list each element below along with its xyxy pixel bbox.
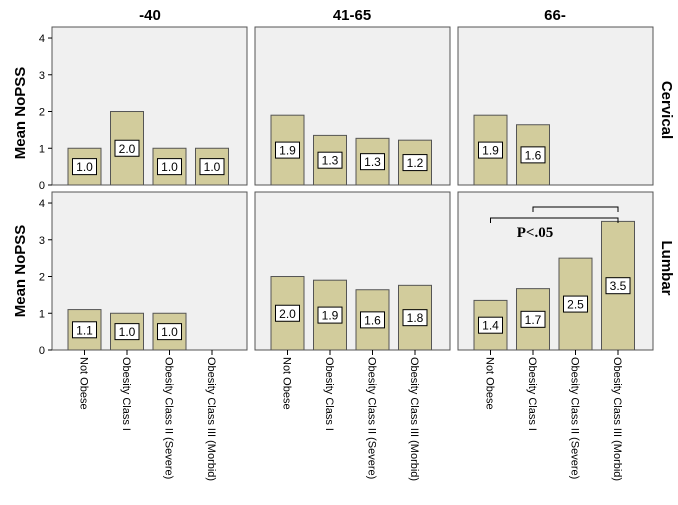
data-label-box (114, 323, 140, 341)
data-label: 1.2 (407, 156, 424, 170)
panel: 1.4 Not Obese 1.7 Obesity Class I 2.5 Obesity… (457, 191, 654, 481)
data-label: 1.4 (482, 319, 499, 333)
significance-bracket (490, 217, 619, 223)
data-label: 1.1 (76, 323, 93, 337)
y-tick-label: 1 (39, 308, 45, 320)
data-label: 1.3 (364, 155, 381, 169)
data-label-box (520, 146, 546, 164)
data-label: 1.8 (407, 311, 424, 325)
column-title: 41-65 (333, 7, 371, 24)
data-label: 1.0 (119, 325, 136, 339)
data-label-box (520, 310, 546, 328)
data-label-box (563, 295, 588, 313)
data-label-box (360, 311, 385, 329)
data-label: 1.9 (482, 144, 499, 158)
column-titles: -40 41-65 66- (139, 7, 566, 24)
data-label-box (72, 158, 97, 176)
data-label: 1.0 (161, 160, 178, 174)
panel: 1.9 1.3 1.3 1.2 (254, 26, 451, 186)
data-label-box (275, 141, 300, 159)
panel: 2.0 Not Obese 1.9 Obesity Class I 1.6 Obesity… (254, 191, 451, 481)
data-label-box (402, 154, 428, 172)
y-axis-labels: Mean NoPSS Mean NoPSS (12, 67, 29, 318)
x-tick-label: Obesity Class III (Morbid) (205, 357, 217, 481)
y-tick-label: 1 (39, 143, 45, 155)
data-label-box (360, 153, 385, 171)
x-tick-label: Obesity Class I (323, 357, 335, 431)
data-label-box (72, 321, 97, 339)
y-axis-label: Mean NoPSS (12, 67, 29, 160)
y-tick-label: 4 (39, 33, 45, 45)
data-label: 1.0 (161, 325, 178, 339)
x-tick-label: Obesity Class III (Morbid) (408, 357, 420, 481)
y-tick-label: 0 (39, 180, 45, 192)
data-label-box (199, 158, 225, 176)
panel: 0 1 2 3 4 1.1 Not Obese 1.0 Obesity Class I 1.0 Ob… (39, 191, 248, 481)
panel: 1.9 1.6 (457, 26, 654, 186)
y-tick-label: 2 (39, 272, 45, 284)
x-tick-label: Obesity Class II (Severe) (569, 357, 581, 479)
x-tick-label: Obesity Class II (Severe) (163, 357, 175, 479)
x-tick-label: Obesity Class I (526, 357, 538, 431)
data-label-box (275, 304, 300, 322)
data-label: 1.6 (525, 148, 542, 162)
data-label-box (605, 277, 631, 295)
data-label-box (157, 323, 182, 341)
y-tick-label: 4 (39, 198, 45, 210)
x-tick-label: Obesity Class I (120, 357, 132, 431)
x-tick-label: Not Obese (281, 357, 293, 410)
data-label: 2.0 (279, 307, 296, 321)
x-tick-label: Obesity Class III (Morbid) (611, 357, 623, 481)
data-label-box (402, 309, 428, 327)
column-title: -40 (139, 7, 161, 24)
row-titles: Cervical Lumbar (658, 81, 675, 296)
x-tick-label: Not Obese (484, 357, 496, 410)
data-label-box (157, 158, 182, 176)
data-label: 2.0 (119, 142, 136, 156)
y-tick-label: 2 (39, 107, 45, 119)
data-label: 1.7 (525, 313, 542, 327)
data-label: 2.5 (567, 298, 584, 312)
data-label: 3.5 (610, 279, 627, 293)
column-title: 66- (544, 7, 566, 24)
data-label: 1.9 (279, 144, 296, 158)
y-tick-label: 0 (39, 345, 45, 357)
data-label-box (317, 306, 343, 324)
y-tick-label: 3 (39, 235, 45, 247)
data-label-box (478, 141, 503, 159)
y-axis-label: Mean NoPSS (12, 225, 29, 318)
data-label: 1.0 (204, 160, 221, 174)
significance-bracket (532, 206, 619, 212)
data-label-box (114, 139, 140, 157)
row-title: Lumbar (658, 240, 675, 295)
y-tick-label: 3 (39, 70, 45, 82)
x-tick-label: Obesity Class II (Severe) (366, 357, 378, 479)
panel: 0 1 2 3 4 1.0 2.0 1.0 1.0 (39, 26, 248, 192)
data-label: 1.9 (322, 309, 339, 323)
data-label: 1.0 (76, 160, 93, 174)
data-label: 1.3 (322, 154, 339, 168)
data-label-box (317, 151, 343, 169)
significance-annotation: P<.05 (517, 225, 553, 241)
row-title: Cervical (658, 81, 675, 139)
data-label-box (478, 316, 503, 334)
panels: 0 1 2 3 4 1.0 2.0 1.0 1.0 1.9 1.3 1.3 1.2 1.9 1.6 0 1 2 3 4… (39, 26, 654, 481)
x-tick-label: Not Obese (78, 357, 90, 410)
data-label: 1.6 (364, 313, 381, 327)
